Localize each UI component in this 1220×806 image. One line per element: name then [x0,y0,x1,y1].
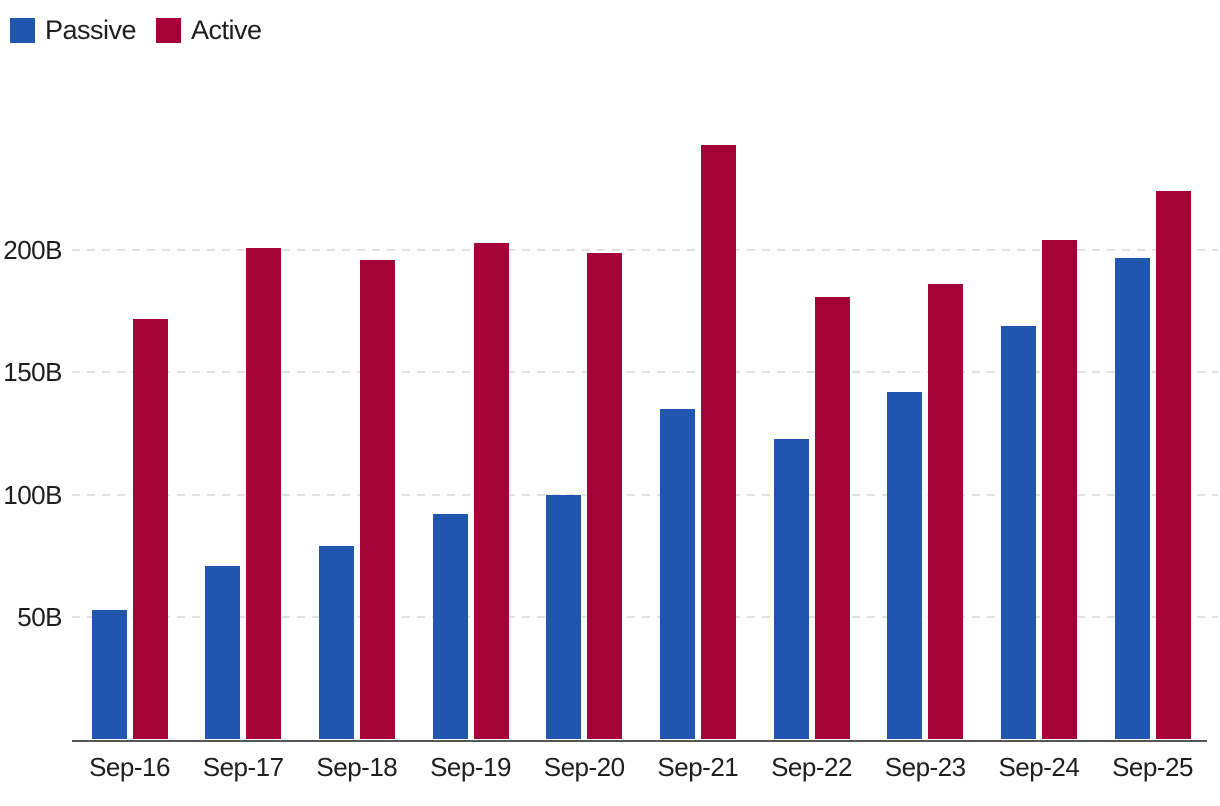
bar-passive-sep-17 [205,565,241,740]
x-axis-line [72,739,1207,742]
legend-item-passive: Passive [10,15,137,45]
bar-passive-sep-16 [91,609,127,740]
legend-swatch-active [156,18,182,43]
y-tick-label-200b: 200B [3,235,62,266]
bar-active-sep-23 [928,284,964,740]
bar-active-sep-16 [132,318,168,740]
legend-swatch-passive [10,18,35,43]
bar-active-sep-22 [814,296,850,740]
x-tick-label-sep-21: Sep-21 [657,752,739,782]
bar-passive-sep-22 [773,438,809,740]
y-tick-label-100b: 100B [3,479,62,510]
x-tick-label-sep-18: Sep-18 [316,752,398,782]
x-tick-label-sep-19: Sep-19 [430,752,511,782]
bar-passive-sep-24 [1000,326,1036,740]
x-tick-label-sep-17: Sep-17 [202,752,284,782]
bar-passive-sep-23 [887,392,923,740]
bar-active-sep-24 [1041,240,1077,740]
bar-passive-sep-19 [432,514,468,740]
legend-item-active: Active [156,15,262,45]
x-tick-label-sep-23: Sep-23 [884,752,966,782]
bar-passive-sep-21 [659,409,695,740]
x-tick-label-sep-22: Sep-22 [771,752,852,782]
gridline-200b [72,249,1218,252]
legend: Passive Active [10,15,262,45]
bar-passive-sep-18 [318,546,354,740]
bar-passive-sep-25 [1114,257,1150,740]
legend-label-active: Active [191,15,262,45]
x-tick-label-sep-25: Sep-25 [1112,752,1193,782]
x-tick-label-sep-20: Sep-20 [543,752,625,782]
y-tick-label-50b: 50B [17,602,62,633]
bar-active-sep-21 [700,144,736,740]
bar-active-sep-19 [473,242,509,740]
x-tick-label-sep-24: Sep-24 [998,752,1080,782]
bar-passive-sep-20 [546,494,582,740]
bar-active-sep-18 [359,259,395,740]
legend-label-passive: Passive [45,15,137,45]
bar-active-sep-20 [587,252,623,740]
bar-active-sep-25 [1155,191,1191,740]
gridline-100b [72,493,1218,496]
y-tick-label-150b: 150B [3,357,62,388]
x-tick-label-sep-16: Sep-16 [89,752,170,782]
bar-active-sep-17 [246,247,282,740]
gridline-50b [72,616,1218,619]
gridline-150b [72,371,1218,374]
